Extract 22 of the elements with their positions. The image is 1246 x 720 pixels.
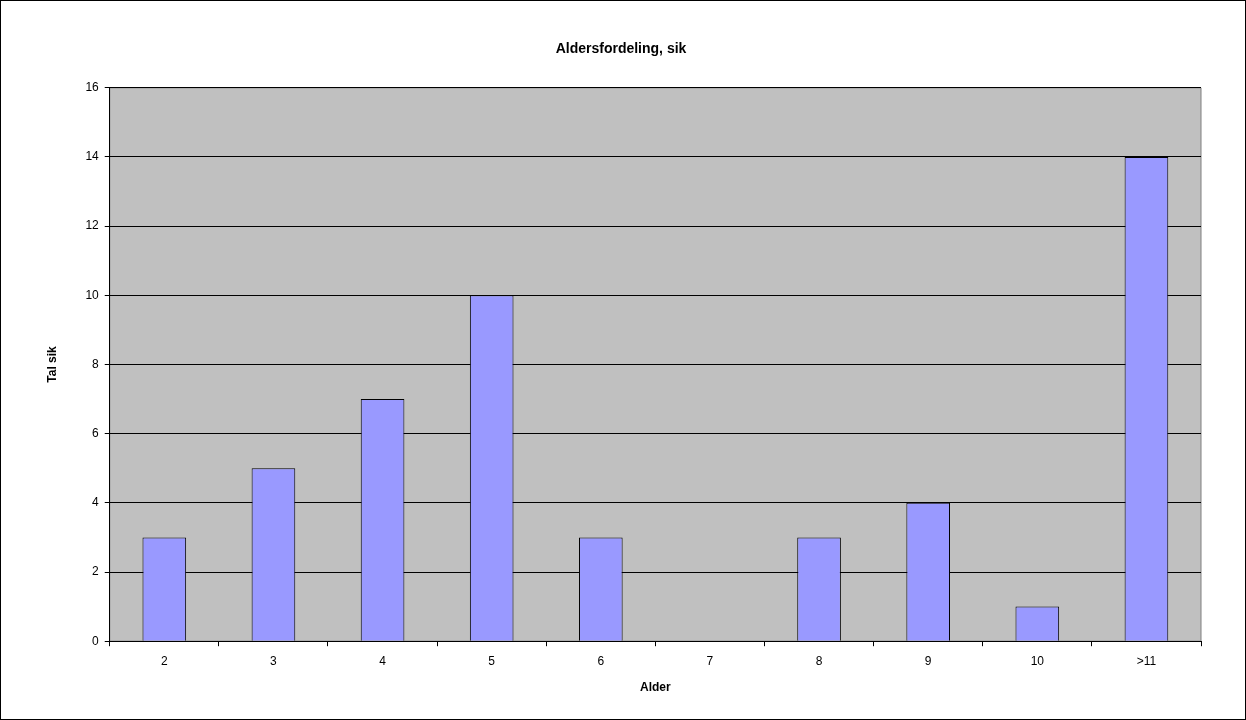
chart-title: Aldersfordeling, sik [555, 40, 687, 57]
x-tick-label: 8 [815, 653, 823, 668]
y-tick-label: 12 [85, 218, 100, 233]
y-axis-title: Tal sik [44, 345, 59, 383]
x-tick-label: 3 [270, 653, 278, 668]
y-tick-label: 16 [85, 80, 100, 95]
x-tick-label: 2 [160, 653, 168, 668]
x-tick-label: 10 [1030, 653, 1045, 668]
x-tick-label: >11 [1136, 653, 1157, 668]
x-tick-label: 5 [488, 653, 496, 668]
y-tick-label: 8 [92, 356, 100, 371]
x-tick-label: 9 [924, 653, 932, 668]
y-tick-label: 2 [92, 564, 100, 579]
x-tick-label: 4 [379, 653, 387, 668]
x-axis-title: Alder [640, 680, 672, 695]
x-tick-label: 7 [706, 653, 714, 668]
y-tick-label: 4 [92, 495, 100, 510]
y-tick-label: 14 [85, 149, 100, 164]
y-tick-label: 10 [85, 287, 100, 302]
y-tick-label: 0 [92, 633, 100, 648]
x-tick-label: 6 [597, 653, 605, 668]
y-tick-label: 6 [92, 425, 100, 440]
